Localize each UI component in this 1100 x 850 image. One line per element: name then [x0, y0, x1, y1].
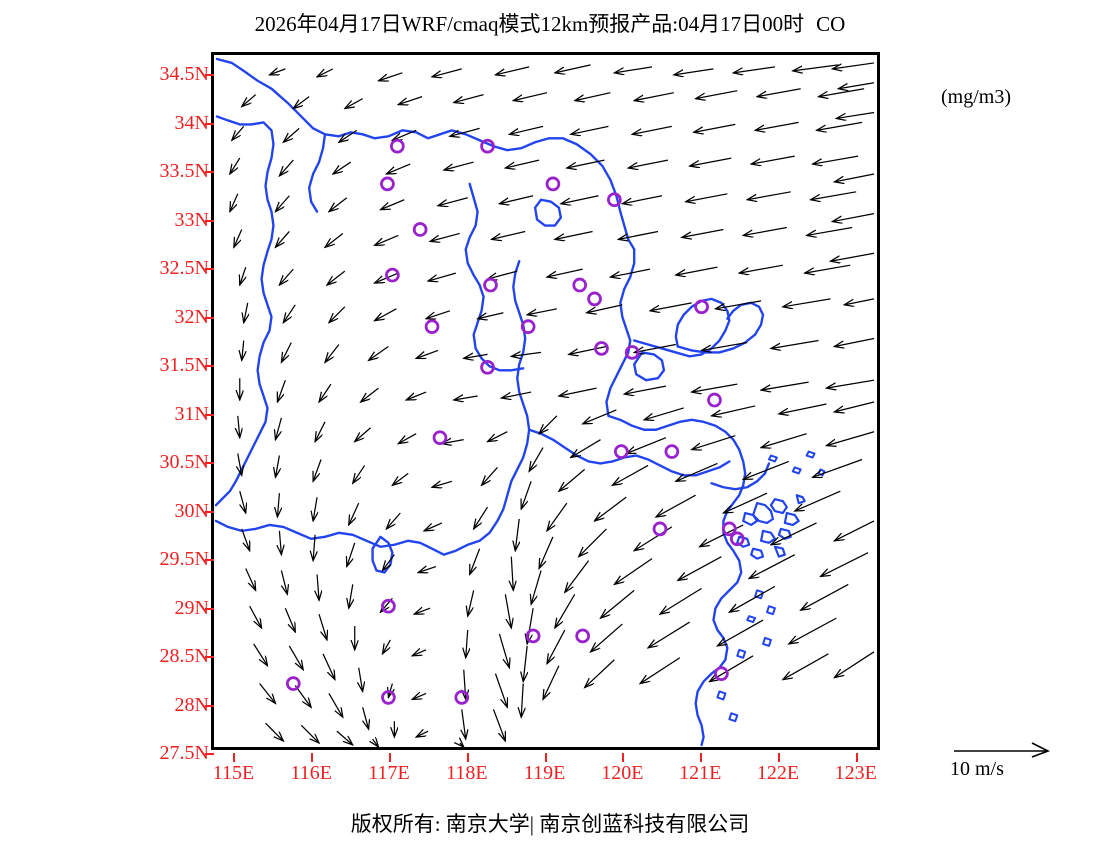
lat-tick [205, 607, 214, 610]
lon-tick-label: 116E [290, 762, 332, 784]
lat-tick [205, 268, 214, 271]
lat-tick-label: 30N [174, 499, 209, 522]
lon-tick [622, 753, 625, 762]
unit-label: (mg/m3) [941, 86, 1011, 108]
lat-tick-label: 28.5N [159, 645, 209, 668]
lat-tick [205, 122, 214, 125]
lon-tick [855, 753, 858, 762]
lat-tick-label: 28N [174, 693, 209, 716]
lat-tick [205, 704, 214, 707]
lat-tick-label: 29.5N [159, 548, 209, 571]
lon-tick-label: 119E [523, 762, 566, 784]
lat-tick [205, 462, 214, 465]
title-main-text: 2026年04月17日WRF/cmaq模式12km预报产品:04月17日00时 [254, 12, 805, 36]
lon-tick-label: 120E [601, 762, 644, 784]
copyright-footer: 版权所有: 南京大学| 南京创蓝科技有限公司 [350, 812, 750, 836]
lat-tick [205, 219, 214, 222]
station-markers [285, 138, 745, 705]
lat-tick-label: 30.5N [159, 451, 209, 474]
lat-tick-label: 32N [174, 305, 209, 328]
lat-tick-label: 34N [174, 111, 209, 134]
lat-tick [205, 74, 214, 77]
map-canvas [214, 57, 875, 747]
map-plot-area: 34.5N 34N 33.5N 33N 32.5N 32N 31.5N 31N 30.5N 30N… [160, 52, 880, 783]
lat-tick [205, 559, 214, 562]
lon-tick-label: 117E [368, 762, 410, 784]
right-arrow-icon [954, 742, 1050, 758]
lat-tick [205, 753, 214, 755]
lat-tick [205, 413, 214, 416]
lat-tick [205, 510, 214, 513]
lat-tick-label: 32.5N [159, 257, 209, 280]
lon-tick [544, 753, 547, 762]
lat-tick [205, 171, 214, 174]
lon-tick-label: 115E [212, 762, 255, 784]
lon-tick-label: 123E [834, 762, 877, 784]
lon-tick [311, 753, 314, 762]
lon-tick [700, 753, 703, 762]
lon-tick-label: 122E [756, 762, 800, 784]
lat-tick [205, 656, 214, 659]
lon-tick [389, 753, 392, 762]
lon-tick-label: 121E [679, 762, 722, 784]
lon-tick [233, 753, 236, 762]
lon-tick-label: 118E [446, 762, 488, 784]
province-boundaries [214, 57, 826, 747]
lat-tick-label: 31.5N [159, 354, 209, 377]
lat-tick [205, 365, 214, 368]
wind-scale-label: 10 m/s [950, 758, 1004, 780]
lon-tick [466, 753, 469, 762]
lat-tick-label: 31N [174, 402, 209, 425]
lon-tick [777, 753, 780, 762]
lat-tick-label: 33.5N [159, 160, 209, 183]
lat-tick-label: 29N [174, 596, 209, 619]
lat-tick-label: 27.5N [159, 742, 209, 764]
lat-tick [205, 316, 214, 319]
wind-vector-field [230, 62, 875, 747]
title-species-label: CO [816, 12, 846, 36]
lat-tick-label: 33N [174, 208, 209, 231]
wind-scale-legend: 10 m/s [950, 738, 1070, 781]
page-title: 2026年04月17日WRF/cmaq模式12km预报产品:04月17日00时 C… [0, 8, 1100, 38]
lat-tick-label: 34.5N [159, 63, 209, 86]
